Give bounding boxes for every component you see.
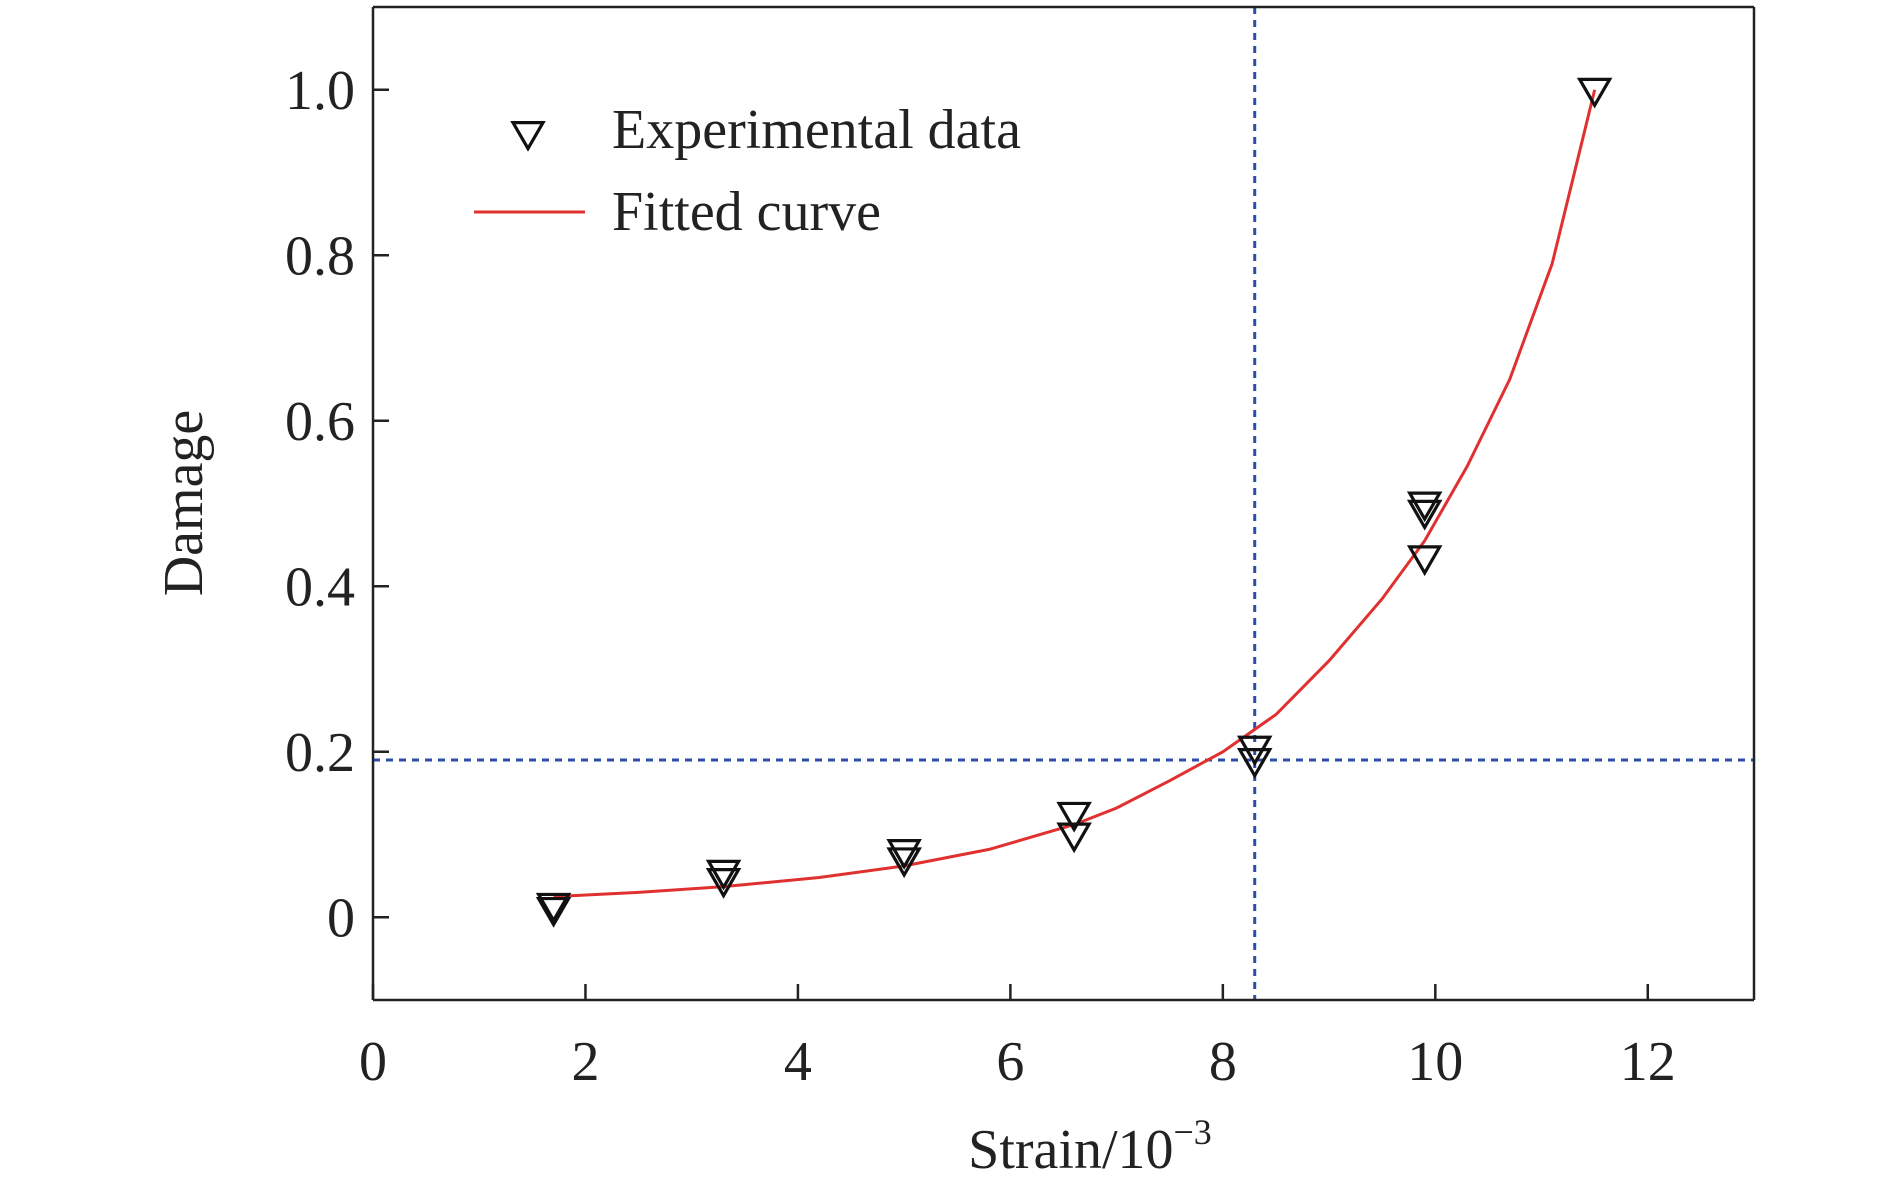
y-tick-label: 0.4 bbox=[285, 556, 355, 618]
experimental-data-point bbox=[1576, 77, 1613, 109]
experimental-data-point bbox=[705, 859, 742, 891]
experimental-data-point bbox=[535, 896, 572, 928]
x-tick-label: 6 bbox=[996, 1031, 1024, 1093]
experimental-data-point bbox=[886, 839, 922, 870]
x-tick-label: 2 bbox=[571, 1031, 599, 1093]
y-tick-label: 0.8 bbox=[285, 225, 355, 287]
experimental-data-point bbox=[1056, 822, 1092, 854]
experimental-data-point bbox=[886, 847, 922, 879]
x-tick-label: 10 bbox=[1407, 1031, 1463, 1093]
experimental-data-point bbox=[1056, 801, 1092, 833]
x-axis-title-exponent: −3 bbox=[1174, 1112, 1212, 1152]
axes: 0 2 4 6 8 10 12 0 0.2 0.4 0.6 0.8 1.0 Strain/10−3 Dama… bbox=[153, 5, 1756, 1181]
x-tick-label: 12 bbox=[1620, 1031, 1676, 1093]
x-axis-title: Strain/10−3 bbox=[968, 1112, 1212, 1181]
experimental-data-point bbox=[1406, 499, 1443, 531]
x-tick-label: 8 bbox=[1209, 1031, 1237, 1093]
y-tick-label: 0 bbox=[327, 887, 355, 949]
reference-lines bbox=[373, 7, 1754, 1000]
experimental-data-point bbox=[1406, 545, 1443, 577]
experimental-data-point bbox=[705, 868, 742, 899]
fitted-curve-layer bbox=[553, 89, 1597, 899]
experimental-data-point bbox=[1236, 748, 1273, 779]
experimental-data-point bbox=[535, 892, 572, 924]
x-tick-label: 4 bbox=[784, 1031, 812, 1093]
fitted-curve-line bbox=[553, 89, 1597, 899]
y-tick-label: 1.0 bbox=[285, 60, 355, 122]
experimental-data-point bbox=[1406, 491, 1443, 523]
experimental-markers bbox=[535, 77, 1613, 928]
x-axis-title-main: Strain/10 bbox=[968, 1119, 1173, 1181]
y-tick-label: 0.2 bbox=[285, 722, 355, 784]
legend-marker-experimental bbox=[510, 120, 546, 152]
x-tick-label: 0 bbox=[359, 1031, 387, 1093]
legend-label-experimental: Experimental data bbox=[612, 99, 1021, 161]
legend-label-fitted: Fitted curve bbox=[612, 181, 881, 243]
legend: Experimental data Fitted curve bbox=[474, 99, 1021, 243]
y-axis-title: Damage bbox=[153, 410, 215, 597]
y-tick-label: 0.6 bbox=[285, 391, 355, 453]
